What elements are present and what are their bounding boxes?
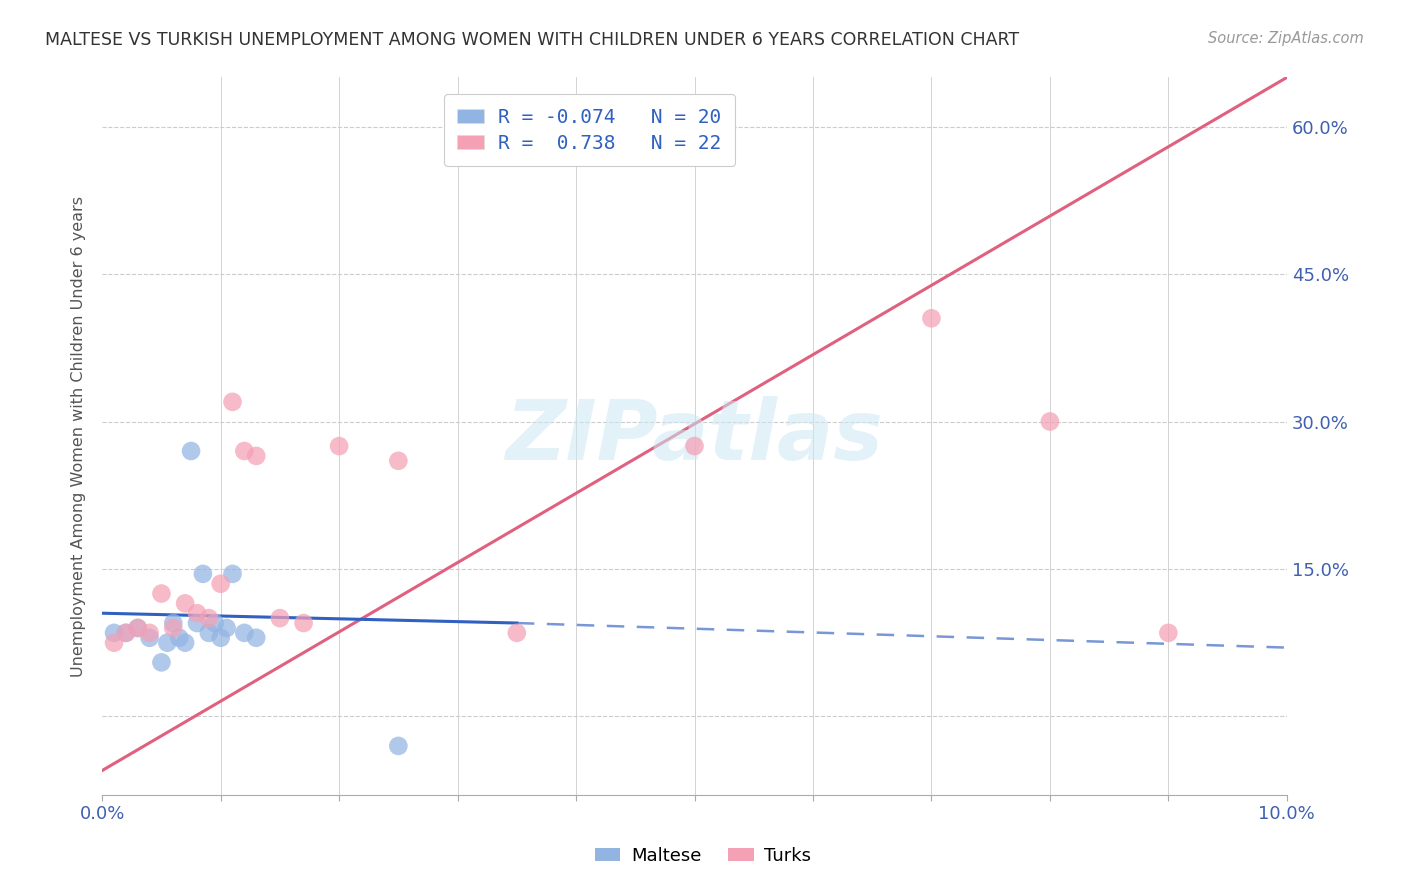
Legend: Maltese, Turks: Maltese, Turks [588, 840, 818, 872]
Point [150, 656, 173, 670]
Point [221, 394, 243, 409]
Point [127, 621, 149, 635]
Point [186, 606, 208, 620]
Point [387, 454, 409, 468]
Point [191, 566, 214, 581]
Point [221, 566, 243, 581]
Point [198, 625, 221, 640]
Point [328, 439, 350, 453]
Point [920, 311, 942, 326]
Point [115, 625, 138, 640]
Point [683, 439, 706, 453]
Point [103, 636, 125, 650]
Legend: R = -0.074   N = 20, R =  0.738   N = 22: R = -0.074 N = 20, R = 0.738 N = 22 [444, 95, 735, 167]
Point [387, 739, 409, 753]
Point [198, 611, 221, 625]
Point [115, 625, 138, 640]
Point [245, 631, 267, 645]
Point [174, 596, 197, 610]
Text: Source: ZipAtlas.com: Source: ZipAtlas.com [1208, 31, 1364, 46]
Point [127, 621, 149, 635]
Point [292, 615, 315, 630]
Text: MALTESE VS TURKISH UNEMPLOYMENT AMONG WOMEN WITH CHILDREN UNDER 6 YEARS CORRELAT: MALTESE VS TURKISH UNEMPLOYMENT AMONG WO… [45, 31, 1019, 49]
Point [150, 586, 173, 600]
Point [209, 631, 232, 645]
Point [245, 449, 267, 463]
Point [156, 636, 179, 650]
Point [506, 625, 529, 640]
Point [186, 615, 208, 630]
Point [162, 615, 184, 630]
Y-axis label: Unemployment Among Women with Children Under 6 years: Unemployment Among Women with Children U… [72, 195, 86, 677]
Point [209, 576, 232, 591]
Point [269, 611, 291, 625]
Point [167, 631, 190, 645]
Point [103, 625, 125, 640]
Point [180, 444, 202, 458]
Text: ZIPatlas: ZIPatlas [506, 396, 883, 476]
Point [215, 621, 238, 635]
Point [233, 625, 256, 640]
Point [138, 625, 160, 640]
Point [1157, 625, 1180, 640]
Point [233, 444, 256, 458]
Point [162, 621, 184, 635]
Point [138, 631, 160, 645]
Point [1039, 415, 1062, 429]
Point [204, 615, 226, 630]
Point [174, 636, 197, 650]
